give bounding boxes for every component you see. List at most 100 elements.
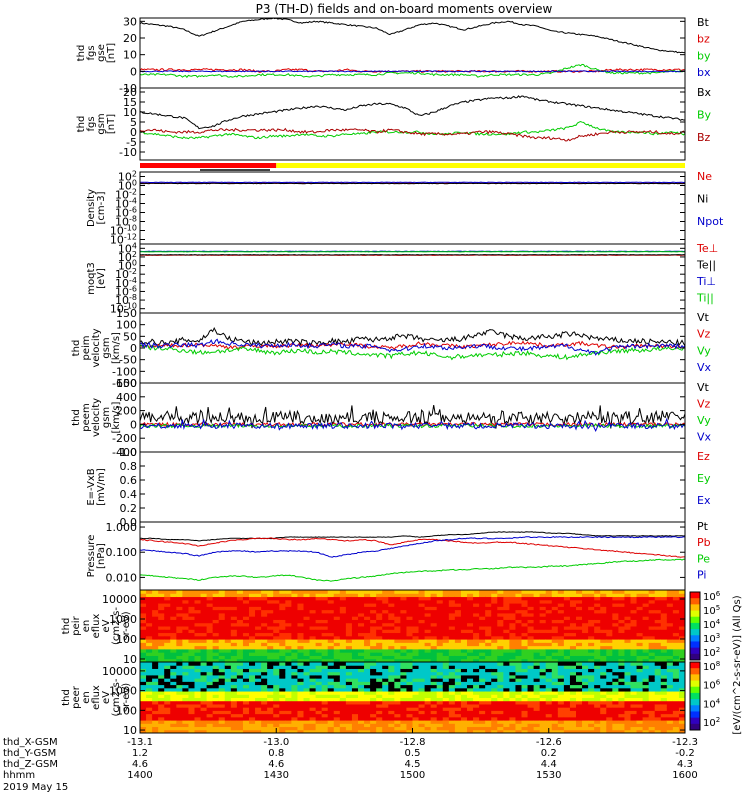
spectrogram-cell — [467, 590, 474, 594]
spectrogram-cell — [188, 629, 195, 634]
spectrogram-cell — [255, 652, 262, 656]
spectrogram-cell — [400, 590, 407, 594]
spectrogram-cell — [382, 658, 389, 663]
spectrogram-cell — [666, 691, 674, 695]
spectrogram-cell — [630, 687, 638, 692]
spectrogram-cell — [188, 593, 195, 598]
spectrogram-cell — [600, 593, 607, 598]
spectrogram-cell — [236, 658, 244, 663]
spectrogram-cell — [376, 612, 383, 617]
spectrogram-cell — [467, 697, 474, 702]
spectrogram-cell — [140, 723, 147, 728]
spectrogram-cell — [267, 687, 274, 692]
spectrogram-cell — [557, 700, 565, 705]
spectrogram-cell — [321, 713, 329, 718]
spectrogram-cell — [563, 703, 571, 708]
spectrogram-cell — [364, 603, 371, 607]
spectrogram-cell — [624, 691, 631, 695]
spectrogram-cell — [267, 632, 274, 637]
spectrogram-cell — [460, 622, 468, 627]
spectrogram-cell — [224, 609, 232, 614]
spectrogram-cell — [327, 681, 335, 686]
spectrogram-cell — [448, 681, 456, 686]
spectrogram-cell — [279, 652, 286, 656]
spectrogram-cell — [224, 619, 232, 624]
spectrogram-cell — [521, 635, 529, 640]
spectrogram-cell — [636, 726, 644, 731]
spectrogram-cell — [557, 606, 565, 611]
spectrogram-cell — [460, 668, 468, 673]
spectrogram-cell — [654, 612, 662, 617]
spectrogram-cell — [588, 603, 595, 607]
spectrogram-cell — [370, 691, 377, 695]
spectrogram-cell — [370, 603, 377, 607]
spectrogram-cell — [582, 697, 589, 702]
spectrogram-cell — [242, 716, 250, 721]
spectrogram-cell — [527, 697, 535, 702]
spectrogram-cell — [630, 723, 638, 728]
spectrogram-cell — [315, 678, 323, 682]
y-tick-label: 20 — [123, 86, 137, 99]
spectrogram-cell — [666, 687, 674, 692]
spectrogram-cell — [170, 729, 177, 734]
spectrogram-cell — [285, 590, 292, 594]
spectrogram-cell — [309, 655, 317, 660]
spectrogram-cell — [164, 700, 171, 705]
spectrogram-cell — [533, 616, 541, 620]
spectrogram-cell — [569, 665, 577, 669]
spectrogram-cell — [612, 632, 619, 637]
spectrogram-cell — [569, 639, 577, 643]
spectrogram-cell — [460, 599, 468, 604]
spectrogram-cell — [666, 697, 674, 702]
spectrogram-cell — [624, 710, 631, 715]
colorbar-cell — [690, 629, 700, 636]
spectrogram-cell — [576, 616, 583, 620]
series-peim-velocity-0 — [139, 326, 686, 347]
spectrogram-cell — [497, 723, 504, 728]
spectrogram-cell — [206, 629, 214, 634]
spectrogram-cell — [218, 674, 226, 679]
spectrogram-cell — [606, 671, 613, 676]
y-tick-label: 0 — [130, 342, 137, 355]
spectrogram-cell — [146, 593, 153, 598]
spectrogram-cell — [364, 700, 371, 705]
spectrogram-cell — [521, 658, 529, 663]
spectrogram-cell — [273, 596, 280, 601]
spectrogram-cell — [563, 710, 571, 715]
spectrogram-cell — [291, 723, 298, 728]
spectrogram-cell — [206, 603, 214, 607]
spectrogram-cell — [152, 713, 159, 718]
spectrogram-cell — [152, 658, 159, 663]
spectrogram-cell — [430, 652, 438, 656]
spectrogram-cell — [594, 723, 601, 728]
spectrogram-cell — [345, 713, 353, 718]
spectrogram-cell — [400, 674, 407, 679]
spectrogram-cell — [249, 632, 256, 637]
spectrogram-cell — [612, 642, 619, 647]
spectrogram-cell — [424, 599, 432, 604]
spectrogram-cell — [388, 609, 395, 614]
spectrogram-cell — [672, 694, 680, 698]
spectrogram-cell — [339, 681, 347, 686]
spectrogram-cell — [327, 707, 335, 711]
spectrogram-cell — [303, 642, 311, 647]
panel-frame — [139, 451, 686, 523]
spectrogram-cell — [376, 632, 383, 637]
spectrogram-cell — [454, 700, 462, 705]
spectrogram-cell — [660, 662, 668, 666]
spectrogram-cell — [503, 639, 510, 643]
spectrogram-cell — [654, 635, 662, 640]
spectrogram-cell — [158, 726, 165, 731]
spectrogram-cell — [297, 622, 304, 627]
spectrogram-cell — [230, 674, 238, 679]
spectrogram-cell — [557, 652, 565, 656]
spectrogram-cell — [345, 603, 353, 607]
spectrogram-cell — [388, 665, 395, 669]
spectrogram-cell — [388, 652, 395, 656]
spectrogram-cell — [545, 681, 553, 686]
spectrogram-cell — [224, 668, 232, 673]
spectrogram-cell — [503, 622, 510, 627]
spectrogram-cell — [424, 629, 432, 634]
spectrogram-cell — [182, 629, 189, 634]
spectrogram-cell — [249, 603, 256, 607]
